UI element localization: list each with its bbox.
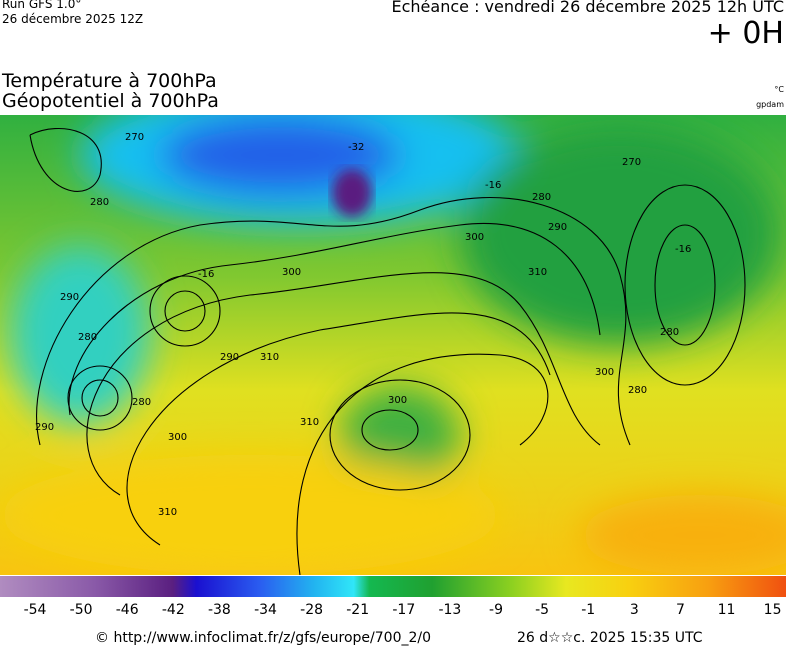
isotherm-label: -16: [198, 269, 214, 280]
contour-label: 280: [90, 197, 109, 208]
colorbar-label: 15: [764, 602, 782, 618]
map: 270 280 280 290 280 300 290 310 300 310 …: [0, 115, 786, 575]
contour-label: 280: [78, 332, 97, 343]
colorbar-label: -9: [489, 602, 503, 618]
isotherm-label: -32: [348, 142, 364, 153]
contour-label: 310: [260, 352, 279, 363]
timestamp: 26 d☆☆c. 2025 15:35 UTC: [517, 630, 703, 646]
contour-label: 300: [282, 267, 301, 278]
colorbar-label: -28: [300, 602, 323, 618]
colorbar-label: -54: [24, 602, 47, 618]
contour-label: 290: [220, 352, 239, 363]
colorbar-label: -5: [535, 602, 549, 618]
contour-label: 290: [35, 422, 54, 433]
contour-label: 300: [595, 367, 614, 378]
colorbar-label: -42: [162, 602, 185, 618]
colorbar-label: 11: [718, 602, 736, 618]
colorbar-label: -21: [346, 602, 369, 618]
colorbar-label: -1: [581, 602, 595, 618]
colorbar-label: -34: [254, 602, 277, 618]
contour-label: 300: [465, 232, 484, 243]
contour-label: 310: [158, 507, 177, 518]
colorbar-label: 7: [676, 602, 685, 618]
contour-label: 280: [132, 397, 151, 408]
isotherm-label: -16: [485, 180, 501, 191]
contour-label: 310: [300, 417, 319, 428]
colorbar-label: -38: [208, 602, 231, 618]
colorbar-label: -50: [70, 602, 93, 618]
echeance: Echéance : vendredi 26 décembre 2025 12h…: [391, 0, 785, 16]
contour-label: 270: [622, 157, 641, 168]
contour-label: 290: [548, 222, 567, 233]
colorbar-label: -13: [438, 602, 461, 618]
title: Température à 700hPa: [2, 70, 217, 92]
contour-label: 300: [168, 432, 187, 443]
contour-label: 280: [628, 385, 647, 396]
contour-label: 270: [125, 132, 144, 143]
colorbar-labels: -54 -50 -46 -42 -38 -34 -28 -21 -17 -13 -9 -5 -1 3 7 11…: [24, 602, 782, 618]
run: Run GFS 1.0°: [2, 0, 82, 11]
contour-label: 300: [388, 395, 407, 406]
contour-label: 290: [60, 292, 79, 303]
source-url: © http://www.infoclimat.fr/z/gfs/europe/…: [95, 630, 432, 646]
contour-label: 280: [532, 192, 551, 203]
colorbar-label: -17: [392, 602, 415, 618]
contour-label: 310: [528, 267, 547, 278]
unit: gpdam: [756, 100, 784, 109]
title: Géopotentiel à 700hPa: [2, 90, 219, 112]
isotherm-label: -16: [675, 244, 691, 255]
contour-label: 280: [660, 327, 679, 338]
colorbar-label: 3: [630, 602, 639, 618]
colorbar-label: -46: [116, 602, 139, 618]
colorbar: [0, 576, 786, 597]
unit: °C: [774, 85, 784, 94]
lead-time: + 0H: [707, 16, 784, 51]
run-date: 26 décembre 2025 12Z: [2, 12, 144, 26]
